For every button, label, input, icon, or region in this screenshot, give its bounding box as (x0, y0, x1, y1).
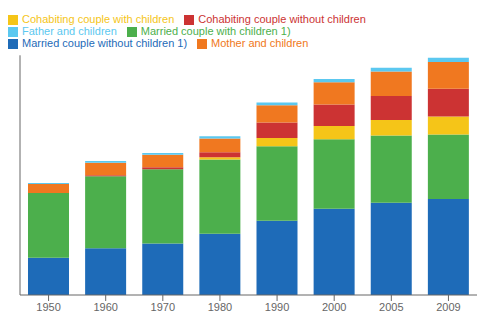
svg-text:1950: 1950 (36, 301, 60, 313)
svg-text:2009: 2009 (436, 301, 460, 313)
svg-text:2000: 2000 (322, 301, 346, 313)
svg-text:2005: 2005 (379, 301, 403, 313)
html-text:Mother and children: Mother and children (211, 37, 309, 50)
html-text:Married couple without childre: Married couple without children 1) (22, 37, 188, 50)
html-text:Father and children: Father and children (22, 25, 117, 38)
svg-text:1960: 1960 (93, 301, 117, 313)
html-text:Cohabiting couple without chil: Cohabiting couple without children (198, 13, 366, 25)
html-text:Married couple with children 1: Married couple with children 1) (140, 25, 291, 38)
svg-text:1980: 1980 (208, 301, 232, 313)
svg-text:1970: 1970 (151, 301, 175, 313)
svg-text:1990: 1990 (265, 301, 289, 313)
html-text:Cohabiting couple with childre: Cohabiting couple with children (22, 13, 175, 25)
